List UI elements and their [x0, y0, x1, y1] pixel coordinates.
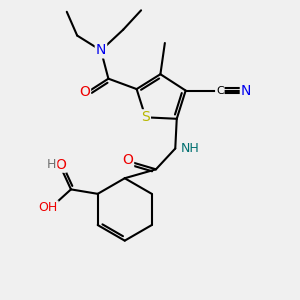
Text: S: S: [141, 110, 150, 124]
Text: H: H: [47, 158, 56, 171]
Text: O: O: [122, 153, 133, 167]
Text: NH: NH: [181, 142, 200, 155]
Text: N: N: [241, 84, 251, 98]
Text: O: O: [79, 85, 90, 99]
Text: C: C: [216, 85, 224, 96]
Text: OH: OH: [38, 201, 58, 214]
Text: N: N: [96, 44, 106, 57]
Text: O: O: [55, 158, 66, 172]
